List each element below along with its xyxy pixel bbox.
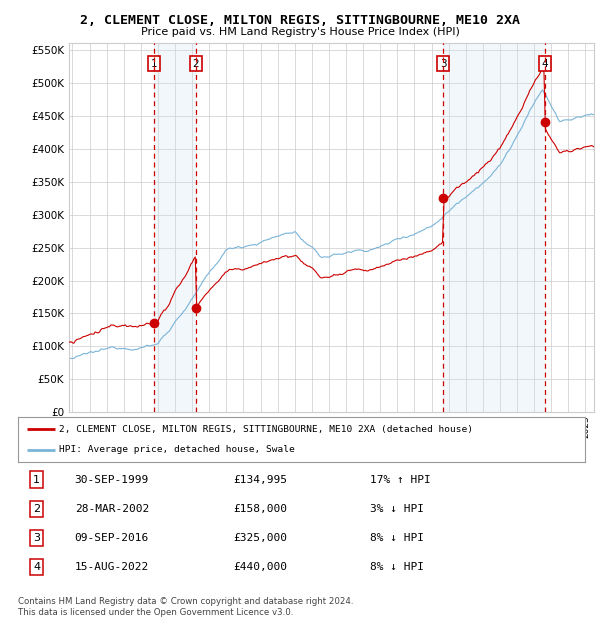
Bar — [154, 43, 196, 412]
Text: HPI: Average price, detached house, Swale: HPI: Average price, detached house, Swal… — [59, 445, 295, 454]
Text: 1: 1 — [33, 474, 40, 485]
Text: 1: 1 — [151, 59, 157, 69]
Text: 28-MAR-2002: 28-MAR-2002 — [75, 503, 149, 514]
Text: 15-AUG-2022: 15-AUG-2022 — [75, 562, 149, 572]
Text: 2, CLEMENT CLOSE, MILTON REGIS, SITTINGBOURNE, ME10 2XA: 2, CLEMENT CLOSE, MILTON REGIS, SITTINGB… — [80, 14, 520, 27]
Text: 2: 2 — [33, 503, 40, 514]
Text: 17% ↑ HPI: 17% ↑ HPI — [370, 474, 430, 485]
Text: 2: 2 — [193, 59, 199, 69]
Text: 8% ↓ HPI: 8% ↓ HPI — [370, 533, 424, 543]
Text: £158,000: £158,000 — [233, 503, 287, 514]
Text: 30-SEP-1999: 30-SEP-1999 — [75, 474, 149, 485]
Text: 09-SEP-2016: 09-SEP-2016 — [75, 533, 149, 543]
Text: Contains HM Land Registry data © Crown copyright and database right 2024.
This d: Contains HM Land Registry data © Crown c… — [18, 598, 353, 617]
Text: 8% ↓ HPI: 8% ↓ HPI — [370, 562, 424, 572]
Text: 3% ↓ HPI: 3% ↓ HPI — [370, 503, 424, 514]
Text: 2, CLEMENT CLOSE, MILTON REGIS, SITTINGBOURNE, ME10 2XA (detached house): 2, CLEMENT CLOSE, MILTON REGIS, SITTINGB… — [59, 425, 473, 434]
Text: Price paid vs. HM Land Registry's House Price Index (HPI): Price paid vs. HM Land Registry's House … — [140, 27, 460, 37]
Text: £134,995: £134,995 — [233, 474, 287, 485]
Bar — [443, 43, 545, 412]
Text: 3: 3 — [440, 59, 446, 69]
Text: 3: 3 — [33, 533, 40, 543]
Text: £325,000: £325,000 — [233, 533, 287, 543]
Text: £440,000: £440,000 — [233, 562, 287, 572]
Text: 4: 4 — [541, 59, 548, 69]
Text: 4: 4 — [33, 562, 40, 572]
